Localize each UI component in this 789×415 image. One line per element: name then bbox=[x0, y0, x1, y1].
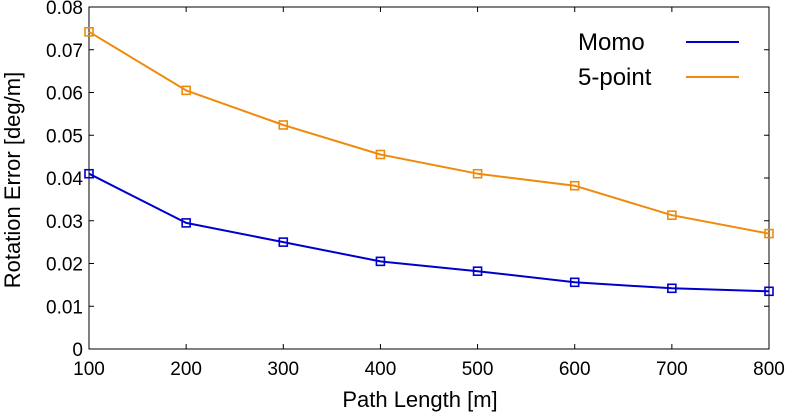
x-tick-label: 600 bbox=[559, 359, 591, 380]
data-point-marker bbox=[375, 256, 386, 267]
x-tick-label: 100 bbox=[73, 359, 105, 380]
y-tick-label: 0.04 bbox=[46, 169, 83, 190]
y-tick-label: 0.02 bbox=[46, 255, 83, 276]
y-tick-label: 0.01 bbox=[46, 297, 83, 318]
data-point-marker bbox=[84, 168, 94, 179]
y-tick-label: 0 bbox=[72, 340, 83, 361]
y-axis-title: Rotation Error [deg/m] bbox=[0, 72, 25, 288]
x-tick-label: 500 bbox=[462, 359, 494, 380]
data-point-marker bbox=[375, 149, 386, 160]
x-tick-label: 800 bbox=[753, 359, 785, 380]
axis-ticks bbox=[88, 6, 770, 350]
series-2 bbox=[84, 26, 774, 239]
y-tick-label: 0.08 bbox=[46, 0, 83, 19]
data-point-marker bbox=[764, 228, 774, 239]
series-line bbox=[88, 30, 770, 235]
data-point-marker bbox=[569, 277, 580, 288]
data-point-marker bbox=[84, 26, 94, 37]
data-point-marker bbox=[569, 180, 580, 191]
data-point-marker bbox=[472, 266, 483, 276]
legend-label: Momo bbox=[578, 29, 645, 56]
x-tick-label: 300 bbox=[267, 359, 299, 380]
data-point-marker bbox=[278, 237, 289, 247]
y-tick-label: 0.03 bbox=[46, 212, 83, 233]
legend-label: 5-point bbox=[578, 64, 652, 91]
series-line bbox=[88, 172, 770, 293]
y-tick-label: 0.06 bbox=[46, 84, 83, 105]
data-point-marker bbox=[667, 283, 677, 294]
series-lines bbox=[84, 26, 774, 297]
data-point-marker bbox=[472, 168, 483, 179]
x-tick-label: 200 bbox=[170, 359, 202, 380]
y-tick-label: 0.07 bbox=[46, 41, 83, 62]
x-tick-label: 400 bbox=[365, 359, 397, 380]
data-point-marker bbox=[181, 85, 191, 96]
legend: Momo 5-point bbox=[578, 29, 739, 91]
legend-item-2: 5-point bbox=[578, 64, 739, 91]
y-tick-label: 0.05 bbox=[46, 126, 83, 147]
data-point-marker bbox=[181, 218, 191, 228]
x-tick-label: 700 bbox=[656, 359, 688, 380]
data-point-marker bbox=[764, 286, 774, 297]
legend-item-1: Momo bbox=[578, 29, 739, 56]
plot-frame bbox=[88, 6, 770, 350]
data-point-marker bbox=[278, 120, 289, 130]
data-point-marker bbox=[667, 210, 677, 220]
series-1 bbox=[84, 168, 774, 297]
axis-tick-labels: 100 200 300 400 500 600 700 800 0 0.01 0.02 0.03 0.0… bbox=[46, 0, 785, 380]
x-axis-title: Path Length [m] bbox=[342, 387, 497, 412]
plot-area bbox=[88, 6, 770, 350]
